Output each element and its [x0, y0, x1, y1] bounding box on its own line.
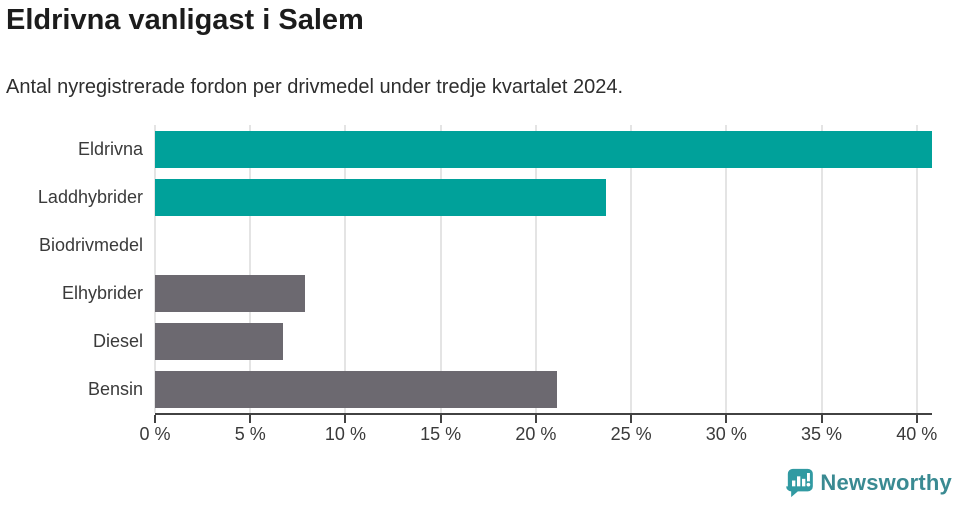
gridline: [725, 125, 728, 413]
chart-subtitle: Antal nyregistrerade fordon per drivmede…: [6, 76, 624, 98]
gridline: [154, 125, 156, 413]
axis-tick: [534, 415, 537, 423]
gridline: [439, 125, 442, 413]
brand-name: Newsworthy: [820, 470, 952, 495]
axis-tick-label: 5 %: [234, 424, 266, 444]
newsworthy-logo-icon: [786, 468, 814, 498]
bar-chart: Eldrivna Laddhybrider Biodrivmedel Elhybrid…: [0, 125, 960, 413]
category-label: Biodrivmedel: [38, 234, 143, 255]
x-axis-line: [155, 413, 932, 415]
brand-logo: Newsworthy: [786, 467, 952, 499]
bar-eldrivna: [155, 130, 932, 168]
axis-tick: [915, 415, 918, 423]
gridline: [820, 125, 823, 413]
category-labels: Eldrivna Laddhybrider Biodrivmedel Elhybrid…: [0, 125, 143, 413]
category-label: Eldrivna: [77, 138, 143, 159]
gridline: [344, 125, 347, 413]
gridline: [249, 125, 252, 413]
axis-tick-label: 40 %: [896, 424, 938, 444]
x-axis-ticks: [154, 415, 932, 424]
gridline: [534, 125, 537, 413]
category-label: Laddhybrider: [37, 186, 143, 207]
x-axis-tick-labels: 0 % 5 % 10 % 15 % 20 % 25 % 30 % 35 % 40 %: [139, 424, 937, 448]
axis-tick: [344, 415, 347, 423]
axis-tick: [725, 415, 728, 423]
bar-laddhybrider: [155, 178, 607, 216]
axis-tick: [154, 415, 156, 423]
axis-tick-label: 35 %: [801, 424, 843, 444]
bar-elhybrider: [155, 274, 306, 312]
bar-bensin: [155, 370, 557, 408]
chart-title: Eldrivna vanligast i Salem: [6, 4, 364, 36]
axis-tick-label: 30 %: [705, 424, 747, 444]
axis-tick: [439, 415, 442, 423]
axis-tick-label: 0 %: [139, 424, 171, 444]
axis-tick-label: 20 %: [515, 424, 557, 444]
axis-tick: [630, 415, 633, 423]
axis-tick-label: 25 %: [610, 424, 652, 444]
axis-tick-label: 15 %: [420, 424, 462, 444]
axis-tick: [820, 415, 823, 423]
category-label: Diesel: [92, 330, 143, 351]
plot-area: [154, 125, 932, 413]
axis-tick-label: 10 %: [324, 424, 366, 444]
gridline: [915, 125, 918, 413]
bar-diesel: [155, 322, 283, 360]
axis-tick: [249, 415, 252, 423]
gridline: [630, 125, 633, 413]
category-label: Elhybrider: [61, 282, 143, 303]
category-label: Bensin: [87, 378, 143, 399]
